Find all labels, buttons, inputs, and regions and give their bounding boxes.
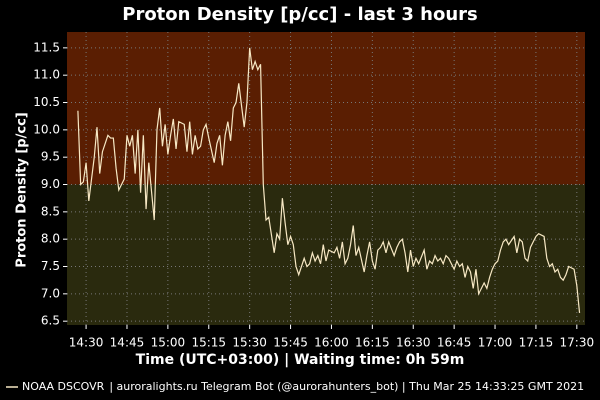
y-tick-label: 10.0 xyxy=(33,122,60,136)
y-tick-label: 11.5 xyxy=(33,40,60,54)
chart-title: Proton Density [p/cc] - last 3 hours xyxy=(122,4,477,25)
x-tick-label: 15:45 xyxy=(273,336,308,350)
x-tick-label: 16:15 xyxy=(355,336,390,350)
x-tick-label: 14:30 xyxy=(69,336,104,350)
y-tick-label: 8.0 xyxy=(41,232,60,246)
y-tick-label: 10.5 xyxy=(33,95,60,109)
x-tick-label: 15:00 xyxy=(151,336,186,350)
x-tick-label: 17:00 xyxy=(478,336,513,350)
y-tick-label: 7.0 xyxy=(41,286,60,300)
data-line xyxy=(77,47,581,314)
y-tick-label: 8.5 xyxy=(41,204,60,218)
y-tick-label: 7.5 xyxy=(41,259,60,273)
y-tick-label: 9.0 xyxy=(41,177,60,191)
x-axis-label: Time (UTC+03:00) | Waiting time: 0h 59m xyxy=(136,352,465,368)
x-tick-label: 15:30 xyxy=(232,336,267,350)
legend-label: NOAA DSCOVR xyxy=(22,380,105,393)
band-below xyxy=(67,184,585,325)
y-axis-label: Proton Density [p/cc] xyxy=(15,112,30,267)
footer: | auroralights.ru Telegram Bot (@aurorah… xyxy=(109,380,584,393)
x-tick-label: 16:30 xyxy=(396,336,431,350)
x-tick-label: 15:15 xyxy=(191,336,226,350)
y-tick-label: 9.5 xyxy=(41,150,60,164)
x-tick-label: 14:45 xyxy=(110,336,145,350)
x-tick-label: 17:30 xyxy=(560,336,595,350)
x-tick-label: 16:00 xyxy=(314,336,349,350)
x-tick-label: 16:45 xyxy=(437,336,472,350)
y-tick-label: 11.0 xyxy=(33,68,60,82)
band-above xyxy=(67,32,585,185)
x-tick-label: 17:15 xyxy=(519,336,554,350)
y-tick-label: 6.5 xyxy=(41,314,60,328)
